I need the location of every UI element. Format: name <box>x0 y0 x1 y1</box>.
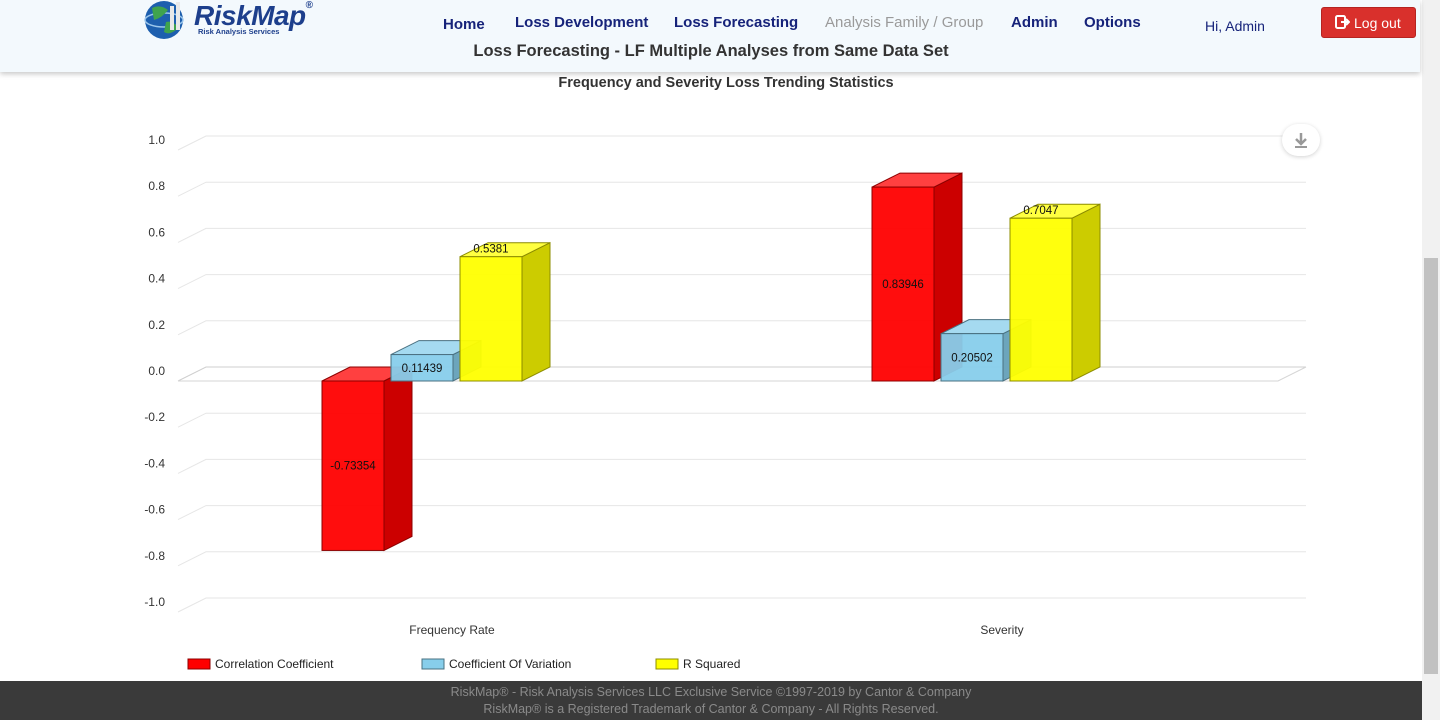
gridline <box>177 597 1306 613</box>
x-category-label: Severity <box>980 623 1023 637</box>
scrollbar-thumb[interactable] <box>1424 258 1438 674</box>
chart-title: Frequency and Severity Loss Trending Sta… <box>558 75 894 91</box>
user-greeting: Hi, Admin <box>1205 18 1265 34</box>
data-label: 0.7047 <box>1023 205 1058 217</box>
nav-home[interactable]: Home <box>443 16 485 33</box>
y-tick-label: -0.8 <box>144 549 165 563</box>
bar-side <box>1071 203 1101 382</box>
gridline <box>177 505 1306 521</box>
logout-label: Log out <box>1354 15 1401 31</box>
gridline <box>177 458 1306 474</box>
gridline <box>177 227 1306 243</box>
globe-logo-icon <box>144 1 184 39</box>
y-tick-label: 0.8 <box>148 179 165 193</box>
download-icon <box>1295 133 1307 148</box>
logo-text: RiskMap <box>194 0 306 31</box>
gridline <box>177 412 1306 428</box>
logo-subtitle: Risk Analysis Services <box>198 27 280 36</box>
data-label: 0.5381 <box>473 244 508 256</box>
zero-baseline <box>178 366 1307 382</box>
y-tick-label: -1.0 <box>144 595 165 609</box>
bar <box>459 256 523 382</box>
legend-label: Correlation Coefficient <box>215 657 334 671</box>
nav-options[interactable]: Options <box>1084 14 1141 31</box>
logo-registered-mark: ® <box>305 0 313 11</box>
data-label: 0.83946 <box>882 279 924 291</box>
bar <box>390 354 454 382</box>
x-category-label: Frequency Rate <box>409 623 495 637</box>
gridline <box>177 274 1306 290</box>
bar <box>1009 217 1073 382</box>
y-tick-label: 0.6 <box>148 225 165 239</box>
chart-area: -1.0 -0.8 -0.6 -0.4 -0.2 0.0 0.2 0.4 0.6 0.8 1.0 -0… <box>144 133 1307 671</box>
y-tick-label: 1.0 <box>148 133 165 147</box>
footer-copyright: RiskMap® - Risk Analysis Services LLC Ex… <box>450 685 972 699</box>
chart-export-button[interactable] <box>1282 124 1320 156</box>
data-label: 0.11439 <box>402 363 443 375</box>
logout-icon <box>1335 15 1350 29</box>
nav-loss-development[interactable]: Loss Development <box>515 14 649 31</box>
legend-swatch <box>187 658 211 670</box>
riskmap-logo[interactable]: RiskMap® Risk Analysis Services <box>140 0 330 42</box>
y-tick-label: -0.2 <box>144 410 165 424</box>
legend-swatch <box>655 658 679 670</box>
bar <box>321 380 385 551</box>
footer: RiskMap® - Risk Analysis Services LLC Ex… <box>0 681 1422 720</box>
y-tick-label: -0.4 <box>144 456 165 470</box>
logout-button[interactable]: Log out <box>1321 7 1416 38</box>
gridline <box>177 181 1306 197</box>
y-tick-label: 0.0 <box>148 364 165 378</box>
page-title: Loss Forecasting - LF Multiple Analyses … <box>473 42 949 60</box>
y-tick-label: -0.6 <box>144 503 165 517</box>
legend-label: R Squared <box>683 657 740 671</box>
y-tick-label: 0.2 <box>148 318 165 332</box>
nav-analysis-family-group: Analysis Family / Group <box>825 14 984 31</box>
gridline <box>177 320 1306 336</box>
bar-side <box>521 241 551 382</box>
bar-side <box>383 366 413 552</box>
nav-loss-forecasting[interactable]: Loss Forecasting <box>674 14 799 31</box>
y-tick-label: 0.4 <box>148 272 165 286</box>
gridline <box>177 551 1306 567</box>
gridline <box>177 135 1306 151</box>
bar <box>871 186 935 382</box>
data-label: 0.20502 <box>951 352 993 364</box>
nav-admin[interactable]: Admin <box>1011 14 1058 31</box>
footer-trademark: RiskMap® is a Registered Trademark of Ca… <box>483 702 939 716</box>
legend-label: Coefficient Of Variation <box>449 657 571 671</box>
top-navbar: RiskMap® Risk Analysis Services Home Los… <box>0 0 1420 72</box>
bar <box>940 333 1004 382</box>
legend-swatch <box>421 658 445 670</box>
data-label: -0.73354 <box>330 461 376 473</box>
